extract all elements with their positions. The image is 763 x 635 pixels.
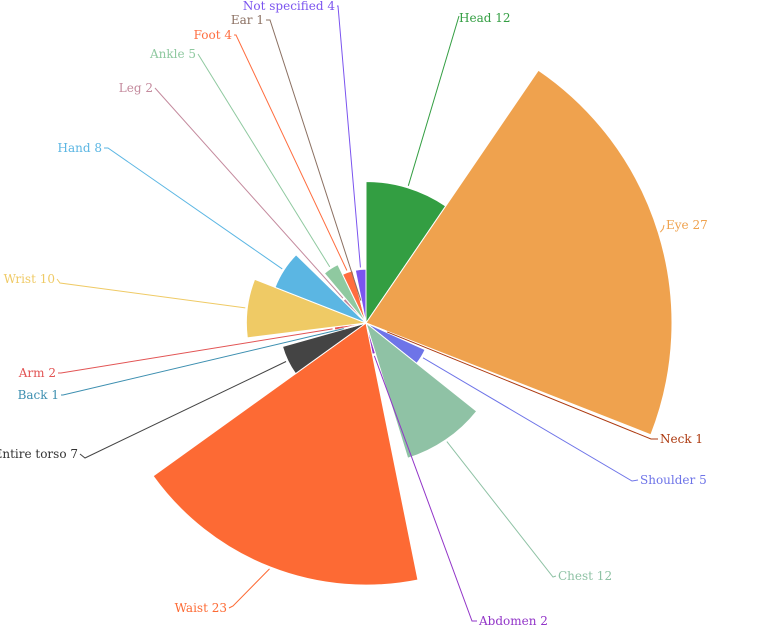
slice-label-shoulder: Shoulder 5	[640, 473, 707, 487]
slice-label-arm: Arm 2	[18, 366, 56, 380]
rose-slice-eye	[365, 69, 673, 436]
slice-label-neck: Neck 1	[660, 432, 703, 446]
slice-label-waist: Waist 23	[175, 601, 227, 615]
leader-line-ear	[266, 19, 362, 301]
slice-label-foot: Foot 4	[194, 28, 233, 42]
slice-label-head: Head 12	[459, 11, 511, 25]
rose-slice-not-specified	[354, 268, 367, 324]
leader-line-waist	[228, 568, 270, 609]
chart-slices	[152, 69, 673, 586]
slice-label-eye: Eye 27	[666, 218, 708, 232]
leader-line-foot	[234, 34, 348, 271]
leader-line-wrist	[56, 278, 246, 309]
chart-leader-lines	[56, 5, 665, 622]
slice-label-leg: Leg 2	[119, 81, 153, 95]
slice-label-ankle: Ankle 5	[149, 47, 196, 61]
leader-line-abdomen	[373, 355, 477, 622]
slice-label-back: Back 1	[18, 388, 59, 402]
rose-slice-hand	[274, 254, 367, 324]
leader-line-back	[61, 328, 344, 396]
rose-slice-waist	[152, 322, 419, 586]
rose-slice-entire-torso	[281, 322, 367, 375]
rose-slice-head	[365, 180, 447, 325]
leader-line-ankle	[197, 53, 331, 268]
slice-label-hand: Hand 8	[58, 141, 102, 155]
leader-line-hand	[104, 147, 283, 270]
leader-line-shoulder	[422, 357, 639, 482]
leader-line-entire-torso	[79, 361, 287, 459]
leader-line-head	[407, 15, 460, 186]
chart-labels: Head 12 Eye 27 Neck 1 Shoulder 5 Chest 12 Abd…	[0, 0, 708, 628]
rose-slice-wrist	[245, 278, 367, 339]
leader-line-eye	[659, 224, 665, 233]
slice-label-abdomen: Abdomen 2	[478, 614, 548, 628]
slice-label-ear: Ear 1	[231, 13, 264, 27]
leader-line-chest	[446, 441, 557, 578]
slice-label-chest: Chest 12	[558, 569, 612, 583]
slice-label-not-specified: Not specified 4	[243, 0, 335, 13]
leader-line-arm	[58, 328, 333, 374]
leader-line-leg	[154, 87, 344, 299]
leader-line-not-specified	[337, 5, 361, 268]
slice-label-wrist: Wrist 10	[4, 272, 55, 286]
rose-slice-ankle	[323, 263, 367, 324]
slice-label-entire-torso: Entire torso 7	[0, 447, 78, 461]
leader-line-neck	[386, 331, 658, 440]
rose-slice-chest	[365, 321, 478, 459]
rose-slice-foot	[341, 270, 367, 324]
